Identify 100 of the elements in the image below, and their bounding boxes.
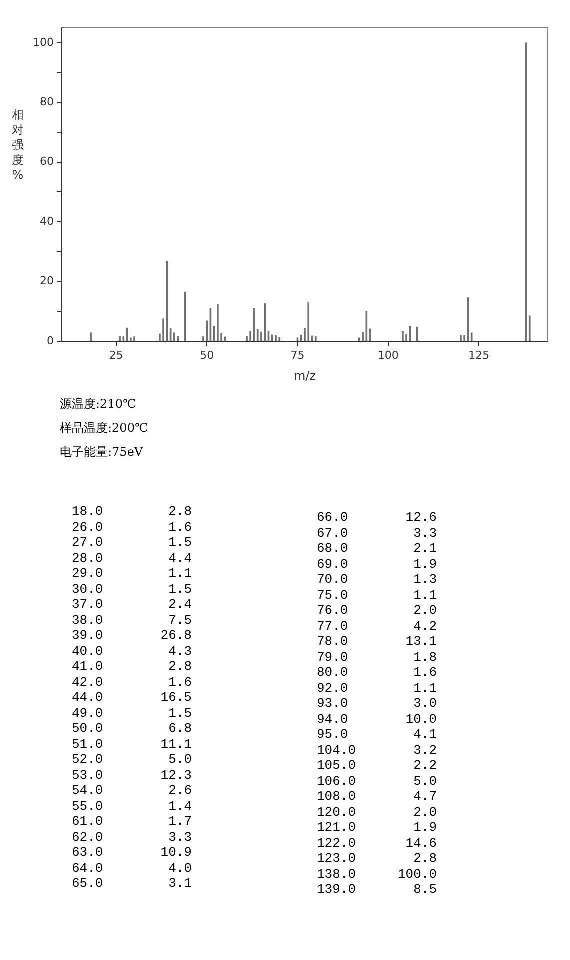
data-label: 2.8	[168, 504, 192, 520]
data-label: 3.1	[168, 876, 192, 892]
category-label: 51.0	[72, 736, 104, 752]
data-label: 100.0	[396, 866, 437, 882]
data-label: 1.6	[168, 520, 192, 535]
category-label: 50.0	[72, 721, 104, 736]
data-label: 1.5	[168, 535, 192, 550]
category-label: 40.0	[72, 644, 104, 659]
x-axis-title: m/z	[294, 368, 316, 383]
category-label: 68.0	[317, 541, 350, 556]
category-label: 38.0	[72, 612, 104, 628]
data-label: 2.8	[412, 851, 437, 866]
data-label: 3.2	[412, 742, 437, 758]
data-label: 4.4	[168, 550, 192, 566]
category-label: 39.0	[72, 628, 104, 644]
category-label: 77.0	[317, 618, 350, 634]
category-label: 122.0	[317, 836, 358, 851]
category-label: 44.0	[72, 690, 104, 706]
data-label: 2.8	[168, 659, 192, 674]
data-label: 4.3	[168, 644, 192, 659]
category-label: 70.0	[317, 572, 350, 588]
category-label: 54.0	[72, 783, 104, 798]
data-label: 1.7	[168, 814, 192, 830]
category-label: 30.0	[72, 582, 104, 597]
category-label: 65.0	[72, 876, 104, 892]
category-label: 62.0	[72, 830, 104, 845]
y-tick-label: 80	[40, 95, 54, 108]
data-label: 3.3	[168, 830, 192, 845]
data-label: 4.2	[412, 618, 437, 634]
data-label: 2.6	[168, 783, 192, 798]
category-label: 42.0	[72, 674, 104, 690]
x-tick-label: 50	[200, 348, 214, 362]
data-label: 8.5	[412, 882, 437, 898]
category-label: 49.0	[72, 706, 104, 721]
y-tick-label: 60	[40, 155, 54, 168]
data-label: 1.9	[412, 820, 437, 836]
category-label: 37.0	[72, 597, 104, 612]
category-label: 63.0	[72, 845, 104, 860]
data-label: 5.0	[412, 774, 437, 789]
category-label: 27.0	[72, 535, 104, 550]
data-label: 4.0	[168, 860, 192, 876]
data-label: 1.6	[168, 674, 192, 690]
category-label: 66.0	[317, 510, 350, 526]
data-label: 1.1	[412, 680, 437, 696]
data-label: 7.5	[168, 612, 192, 628]
category-label: 93.0	[317, 696, 350, 712]
data-label: 1.8	[412, 650, 437, 665]
y-tick-label: 0	[46, 334, 54, 348]
category-label: 76.0	[317, 603, 350, 618]
data-label: 1.6	[412, 665, 437, 680]
data-label: 1.1	[412, 588, 437, 603]
data-label: 16.5	[160, 690, 192, 706]
category-label: 104.0	[317, 742, 358, 758]
text: 电子能量:75eV	[60, 444, 144, 461]
data-label: 1.4	[168, 798, 192, 814]
data-label: 26.8	[160, 628, 192, 644]
data-label: 1.3	[412, 572, 437, 588]
category-label: 80.0	[317, 665, 350, 680]
category-label: 139.0	[317, 882, 358, 898]
category-label: 78.0	[317, 634, 350, 650]
data-label: 14.6	[404, 836, 437, 851]
text: 源温度:210℃	[60, 396, 138, 413]
data-label: 12.3	[160, 768, 192, 783]
data-label: 4.1	[412, 727, 437, 742]
category-label: 108.0	[317, 789, 358, 804]
category-label: 121.0	[317, 820, 358, 836]
y-tick-label: 100	[32, 36, 54, 49]
data-label: 1.5	[168, 706, 192, 721]
data-label: 6.8	[168, 721, 192, 736]
category-label: 123.0	[317, 851, 358, 866]
category-label: 120.0	[317, 804, 358, 820]
category-label: 53.0	[72, 768, 104, 783]
data-label: 1.5	[168, 582, 192, 597]
category-label: 55.0	[72, 798, 104, 814]
category-label: 105.0	[317, 758, 358, 774]
x-tick-label: 125	[468, 348, 490, 362]
data-label: 2.0	[412, 804, 437, 820]
data-label: 10.9	[160, 845, 192, 860]
category-label: 64.0	[72, 860, 104, 876]
data-label: 13.1	[404, 634, 437, 650]
y-tick-label: 40	[40, 214, 54, 228]
data-label: 2.4	[168, 597, 192, 612]
data-label: 2.1	[412, 541, 437, 556]
x-tick-label: 100	[378, 348, 399, 362]
category-label: 138.0	[317, 866, 358, 882]
category-label: 61.0	[72, 814, 104, 830]
category-label: 94.0	[317, 712, 350, 727]
category-label: 41.0	[72, 659, 104, 674]
category-label: 52.0	[72, 752, 104, 768]
data-label: 2.0	[412, 603, 437, 618]
x-tick-label: 75	[290, 348, 305, 362]
y-axis-title: 相对强度%	[11, 108, 25, 183]
category-label: 69.0	[317, 556, 350, 572]
category-label: 92.0	[317, 680, 350, 696]
category-label: 67.0	[317, 526, 350, 541]
data-label: 3.0	[412, 696, 437, 712]
data-label: 3.3	[412, 526, 437, 541]
data-label: 1.1	[168, 566, 192, 582]
data-label: 1.9	[412, 556, 437, 572]
category-label: 18.0	[72, 504, 104, 520]
